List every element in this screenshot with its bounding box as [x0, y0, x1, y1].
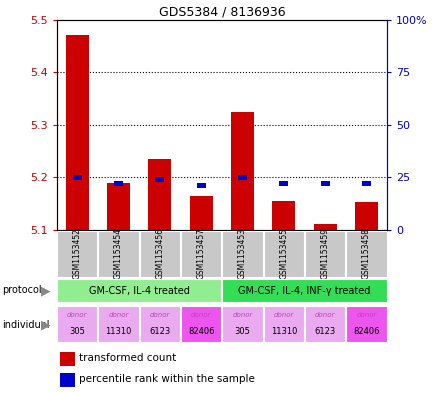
FancyBboxPatch shape — [345, 231, 386, 277]
Title: GDS5384 / 8136936: GDS5384 / 8136936 — [158, 6, 285, 18]
Text: GSM1153457: GSM1153457 — [196, 228, 205, 279]
FancyBboxPatch shape — [222, 231, 262, 277]
FancyBboxPatch shape — [263, 231, 303, 277]
FancyBboxPatch shape — [57, 231, 97, 277]
Bar — [189, 196, 212, 230]
FancyBboxPatch shape — [263, 306, 303, 342]
Text: GM-CSF, IL-4 treated: GM-CSF, IL-4 treated — [89, 286, 189, 296]
FancyBboxPatch shape — [98, 231, 138, 277]
Text: 11310: 11310 — [270, 327, 296, 336]
Text: donor: donor — [191, 312, 211, 318]
Bar — [107, 183, 130, 230]
Text: donor: donor — [314, 312, 335, 318]
FancyBboxPatch shape — [181, 306, 221, 342]
FancyBboxPatch shape — [304, 231, 345, 277]
Bar — [272, 201, 295, 230]
Bar — [72, 175, 82, 180]
Text: 11310: 11310 — [105, 327, 132, 336]
Bar — [148, 159, 171, 230]
Bar — [354, 202, 377, 230]
Text: 6123: 6123 — [149, 327, 170, 336]
Text: GSM1153458: GSM1153458 — [361, 228, 370, 279]
FancyBboxPatch shape — [222, 279, 386, 302]
Text: donor: donor — [149, 312, 170, 318]
Text: transformed count: transformed count — [79, 353, 176, 364]
Text: donor: donor — [67, 312, 87, 318]
Text: donor: donor — [355, 312, 376, 318]
Text: individual: individual — [2, 320, 49, 330]
Bar — [60, 352, 75, 366]
Bar — [361, 181, 370, 186]
Text: donor: donor — [232, 312, 252, 318]
Text: 305: 305 — [234, 327, 250, 336]
FancyBboxPatch shape — [139, 306, 180, 342]
FancyBboxPatch shape — [222, 306, 262, 342]
Bar — [114, 181, 123, 186]
Text: percentile rank within the sample: percentile rank within the sample — [79, 374, 254, 384]
FancyBboxPatch shape — [304, 306, 345, 342]
Text: 82406: 82406 — [352, 327, 379, 336]
Bar — [60, 373, 75, 387]
Bar — [196, 184, 205, 188]
Text: GSM1153453: GSM1153453 — [237, 228, 247, 279]
Text: ▶: ▶ — [41, 318, 51, 332]
Text: ▶: ▶ — [41, 284, 51, 297]
FancyBboxPatch shape — [57, 279, 221, 302]
Text: GM-CSF, IL-4, INF-γ treated: GM-CSF, IL-4, INF-γ treated — [238, 286, 370, 296]
Bar — [320, 181, 329, 186]
Text: protocol: protocol — [2, 285, 42, 296]
Text: GSM1153454: GSM1153454 — [114, 228, 123, 279]
Text: donor: donor — [273, 312, 293, 318]
Bar — [237, 175, 247, 180]
Bar — [66, 35, 89, 230]
FancyBboxPatch shape — [181, 231, 221, 277]
Text: 82406: 82406 — [187, 327, 214, 336]
Bar — [313, 224, 336, 230]
FancyBboxPatch shape — [139, 231, 180, 277]
Text: donor: donor — [108, 312, 128, 318]
Text: GSM1153452: GSM1153452 — [72, 228, 82, 279]
Text: 305: 305 — [69, 327, 85, 336]
FancyBboxPatch shape — [57, 306, 97, 342]
FancyBboxPatch shape — [98, 306, 138, 342]
Text: GSM1153456: GSM1153456 — [155, 228, 164, 279]
Text: GSM1153455: GSM1153455 — [279, 228, 288, 279]
Bar — [155, 177, 164, 182]
Bar — [279, 181, 288, 186]
Bar — [230, 112, 253, 230]
Text: 6123: 6123 — [314, 327, 335, 336]
FancyBboxPatch shape — [345, 306, 386, 342]
Text: GSM1153459: GSM1153459 — [320, 228, 329, 279]
